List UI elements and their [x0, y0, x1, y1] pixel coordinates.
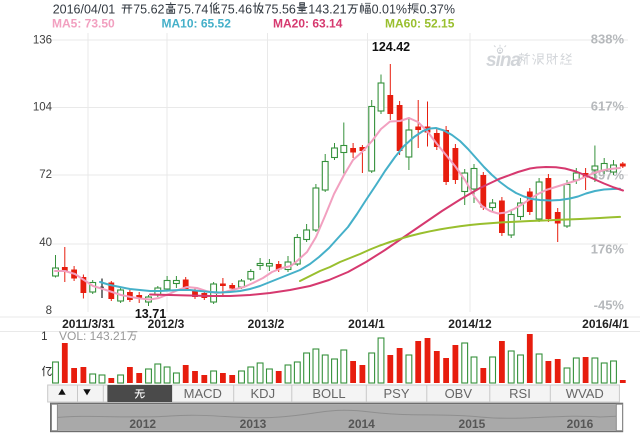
- svg-text:KDJ: KDJ: [251, 386, 276, 401]
- svg-text:MA60: 52.15: MA60: 52.15: [385, 17, 455, 31]
- svg-text:75.46: 75.46: [221, 2, 252, 16]
- svg-text:2015: 2015: [459, 417, 486, 431]
- svg-text:MA10: 65.52: MA10: 65.52: [162, 17, 232, 31]
- svg-text:-45%: -45%: [594, 298, 625, 313]
- svg-text:sina: sina: [486, 50, 521, 71]
- svg-text:838%: 838%: [591, 32, 625, 47]
- svg-text:1: 1: [41, 331, 47, 343]
- svg-text:2012/3: 2012/3: [148, 317, 185, 331]
- svg-text:2011/3/31: 2011/3/31: [62, 317, 115, 331]
- svg-text:WVAD: WVAD: [566, 386, 604, 401]
- svg-text:OBV: OBV: [445, 386, 473, 401]
- svg-text:2013/2: 2013/2: [248, 317, 285, 331]
- svg-text:PSY: PSY: [383, 386, 409, 401]
- svg-text:75.74: 75.74: [177, 2, 208, 16]
- svg-text:40: 40: [39, 237, 52, 249]
- svg-text:2016/04/01: 2016/04/01: [53, 2, 116, 16]
- svg-text:MA5: 73.50: MA5: 73.50: [52, 17, 115, 31]
- svg-text:2013: 2013: [240, 417, 267, 431]
- svg-text:2014/12: 2014/12: [448, 317, 492, 331]
- svg-text:BOLL: BOLL: [312, 386, 345, 401]
- svg-text:143.21: 143.21: [308, 2, 346, 16]
- svg-text:72: 72: [39, 169, 52, 181]
- svg-text:136: 136: [33, 35, 52, 47]
- svg-text:124.42: 124.42: [372, 40, 410, 54]
- svg-text:75.56: 75.56: [265, 2, 296, 16]
- svg-text:0.37%: 0.37%: [420, 2, 455, 16]
- svg-text:2016/4/1: 2016/4/1: [582, 317, 629, 331]
- svg-text:2016: 2016: [567, 417, 594, 431]
- svg-text:8: 8: [46, 305, 52, 317]
- svg-text:MACD: MACD: [184, 386, 222, 401]
- svg-text:2014/1: 2014/1: [348, 317, 385, 331]
- svg-text:617%: 617%: [591, 99, 625, 114]
- svg-text:MA20: 63.14: MA20: 63.14: [273, 17, 343, 31]
- svg-text:2012: 2012: [129, 417, 156, 431]
- svg-text:2014: 2014: [348, 417, 375, 431]
- svg-text:0.01%: 0.01%: [372, 2, 407, 16]
- svg-text:104: 104: [33, 102, 53, 114]
- svg-text:176%: 176%: [591, 242, 625, 257]
- svg-text:VOL: 143.21: VOL: 143.21: [59, 329, 127, 343]
- svg-text:13.71: 13.71: [135, 307, 166, 321]
- svg-text:RSI: RSI: [509, 386, 531, 401]
- svg-text:75.62: 75.62: [133, 2, 164, 16]
